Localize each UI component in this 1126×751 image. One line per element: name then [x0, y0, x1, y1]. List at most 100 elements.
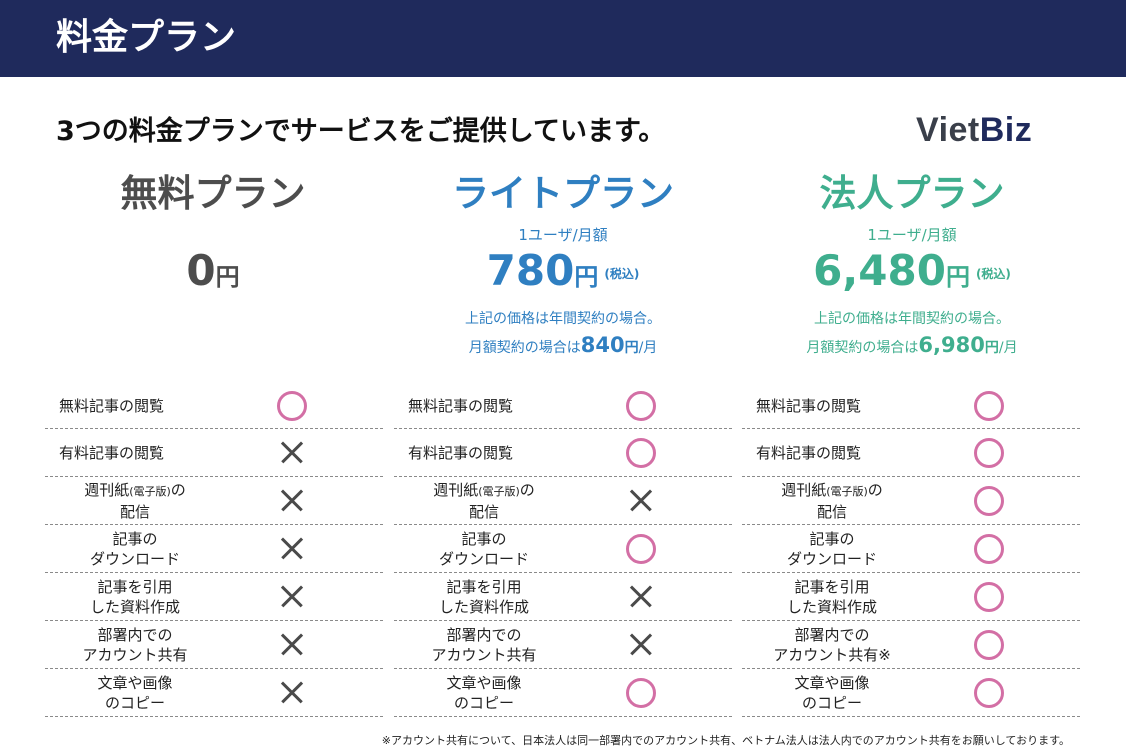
- feature-line2: のコピー: [453, 693, 514, 712]
- feature-line1: 文章や画像: [794, 673, 870, 692]
- page-subtitle: 3つの料金プランでサービスをご提供しています。: [56, 116, 666, 147]
- table-row: 文章や画像 のコピー: [742, 669, 1080, 717]
- plan-light: ライトプラン 1ユーザ/月額 780円 (税込) 上記の価格は年間契約の場合。 月…: [413, 168, 713, 363]
- circle-icon: [626, 390, 656, 421]
- feature-label: 週刊紙(電子版)の 配信: [45, 477, 225, 524]
- feature-table-light: 無料記事の閲覧有料記事の閲覧 週刊紙(電子版)の 配信 記事の ダウンロード 記事を引用し…: [394, 383, 732, 717]
- plan-name: 無料プラン: [120, 172, 306, 215]
- monthly-contract-note: 月額契約の場合は6,980円/月: [762, 330, 1062, 363]
- feature-label: 部署内での アカウント共有: [394, 621, 574, 668]
- footnote-marker: ※: [878, 645, 891, 664]
- table-row: 部署内での アカウント共有※: [742, 621, 1080, 669]
- monthly-yen: 円: [984, 340, 999, 356]
- cross-icon: [277, 630, 307, 660]
- table-row: 記事の ダウンロード: [45, 525, 383, 573]
- feature-line2: した資料作成: [786, 597, 877, 616]
- price-value: 780: [486, 246, 575, 295]
- feature-line2: 配信: [119, 502, 150, 521]
- monthly-suffix: /月: [638, 340, 658, 356]
- table-row: 週刊紙(電子版)の 配信: [394, 477, 732, 525]
- plan-unit: 1ユーザ/月額: [518, 226, 608, 244]
- monthly-yen: 円: [624, 340, 639, 356]
- table-row: 記事を引用 した資料作成: [742, 573, 1080, 621]
- circle-icon: [974, 581, 1004, 612]
- feature-line1: 有料記事の閲覧: [59, 443, 165, 462]
- feature-label: 記事を引用 した資料作成: [45, 573, 225, 620]
- monthly-contract-note: 月額契約の場合は840円/月: [413, 330, 713, 363]
- table-row: 有料記事の閲覧: [742, 429, 1080, 477]
- feature-line1: 有料記事の閲覧: [756, 443, 862, 462]
- feature-line2: のコピー: [801, 693, 862, 712]
- plan-unit: [63, 224, 363, 246]
- feature-label: 週刊紙(電子版)の 配信: [742, 477, 922, 524]
- table-row: 文章や画像 のコピー: [394, 669, 732, 717]
- circle-icon: [626, 677, 656, 708]
- plan-price: 780円 (税込): [413, 244, 713, 298]
- cross-icon: [626, 582, 656, 612]
- feature-line1: 記事の: [461, 529, 507, 548]
- cross-icon: [277, 438, 307, 468]
- feature-table-free: 無料記事の閲覧 有料記事の閲覧 週刊紙(電子版)の 配信 記事の ダウンロード 記事を引用し…: [45, 383, 383, 717]
- table-row: 有料記事の閲覧: [394, 429, 732, 477]
- feature-line1: 記事を引用: [97, 577, 173, 596]
- price-yen: 円: [215, 263, 240, 291]
- plan-price: 0円: [63, 244, 363, 298]
- cross-icon: [277, 486, 307, 516]
- table-row: 部署内での アカウント共有: [394, 621, 732, 669]
- circle-icon: [974, 533, 1004, 564]
- feature-line2: した資料作成: [89, 597, 180, 616]
- feature-line1-small: (電子版): [826, 484, 868, 498]
- table-row: 有料記事の閲覧: [45, 429, 383, 477]
- feature-label: 記事の ダウンロード: [742, 525, 922, 572]
- cross-icon: [626, 486, 656, 516]
- circle-icon: [626, 437, 656, 468]
- feature-line1: 週刊紙: [433, 480, 479, 499]
- feature-line1-tail: の: [867, 480, 883, 499]
- feature-line2: 配信: [468, 502, 499, 521]
- table-row: 文章や画像 のコピー: [45, 669, 383, 717]
- feature-line1: 記事の: [112, 529, 158, 548]
- feature-label: 有料記事の閲覧: [742, 429, 922, 476]
- feature-line1: 文章や画像: [97, 673, 173, 692]
- feature-line1: 部署内での: [794, 625, 870, 644]
- monthly-note-prefix: 月額契約の場合は: [468, 340, 581, 356]
- feature-line1: 無料記事の閲覧: [756, 396, 862, 415]
- feature-table-corporate: 無料記事の閲覧 有料記事の閲覧 週刊紙(電子版)の 配信 記事の ダウンロード 記事を引用し…: [742, 383, 1080, 717]
- feature-label: 記事を引用 した資料作成: [394, 573, 574, 620]
- feature-line2: アカウント共有: [431, 645, 537, 664]
- price-value: 0: [186, 246, 216, 295]
- plan-name: ライトプラン: [452, 172, 674, 215]
- circle-icon: [974, 629, 1004, 660]
- circle-icon: [626, 533, 656, 564]
- feature-label: 無料記事の閲覧: [45, 383, 225, 428]
- footnote: ※アカウント共有について、日本法人は同一部署内でのアカウント共有、ベトナム法人は…: [381, 734, 1070, 747]
- cross-icon: [277, 678, 307, 708]
- plan-name: 法人プラン: [819, 172, 1005, 215]
- feature-line2: ダウンロード: [89, 549, 180, 568]
- feature-line1: 記事の: [809, 529, 855, 548]
- feature-line1: 無料記事の閲覧: [408, 396, 514, 415]
- table-row: 記事を引用 した資料作成: [45, 573, 383, 621]
- circle-icon: [974, 485, 1004, 516]
- price-yen: 円: [574, 263, 599, 291]
- feature-label: 部署内での アカウント共有: [45, 621, 225, 668]
- feature-label: 文章や画像 のコピー: [45, 669, 225, 716]
- cross-icon: [277, 534, 307, 564]
- logo-part-viet: Viet: [916, 111, 980, 149]
- tax-label: (税込): [604, 266, 640, 281]
- circle-icon: [277, 390, 307, 421]
- feature-line2: ダウンロード: [786, 549, 877, 568]
- feature-line1-small: (電子版): [478, 484, 520, 498]
- feature-line2: アカウント共有: [773, 645, 879, 664]
- plan-price: 6,480円 (税込): [762, 244, 1062, 298]
- feature-line1: 週刊紙: [781, 480, 827, 499]
- feature-line1: 記事を引用: [446, 577, 522, 596]
- feature-line1: 文章や画像: [446, 673, 522, 692]
- feature-label: 有料記事の閲覧: [45, 429, 225, 476]
- feature-line1: 週刊紙: [84, 480, 130, 499]
- plan-corporate: 法人プラン 1ユーザ/月額 6,480円 (税込) 上記の価格は年間契約の場合。 …: [762, 168, 1062, 363]
- feature-label: 文章や画像 のコピー: [742, 669, 922, 716]
- feature-label: 部署内での アカウント共有※: [742, 621, 922, 668]
- feature-label: 記事を引用 した資料作成: [742, 573, 922, 620]
- table-row: 記事の ダウンロード: [394, 525, 732, 573]
